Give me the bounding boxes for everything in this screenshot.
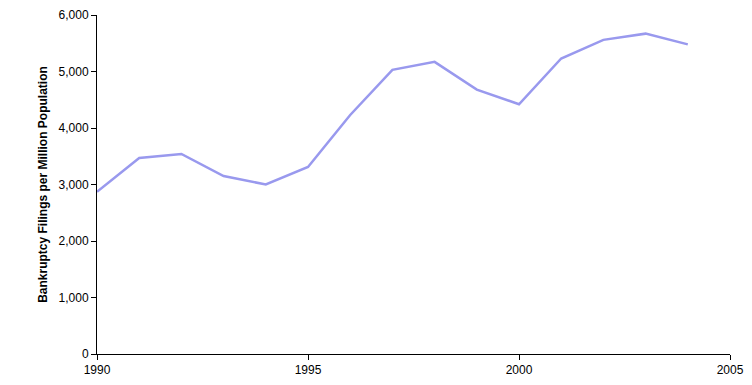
svg-text:1,000: 1,000	[59, 291, 89, 305]
svg-text:6,000: 6,000	[59, 8, 89, 22]
svg-text:Bankruptcy Filings per Million: Bankruptcy Filings per Million Populatio…	[36, 66, 50, 303]
svg-text:4,000: 4,000	[59, 121, 89, 135]
svg-text:5,000: 5,000	[59, 65, 89, 79]
svg-text:1995: 1995	[295, 363, 322, 377]
svg-text:2000: 2000	[506, 363, 533, 377]
svg-text:0: 0	[82, 347, 89, 361]
svg-text:2,000: 2,000	[59, 234, 89, 248]
svg-text:2005: 2005	[717, 363, 744, 377]
svg-text:1990: 1990	[84, 363, 111, 377]
svg-text:3,000: 3,000	[59, 178, 89, 192]
